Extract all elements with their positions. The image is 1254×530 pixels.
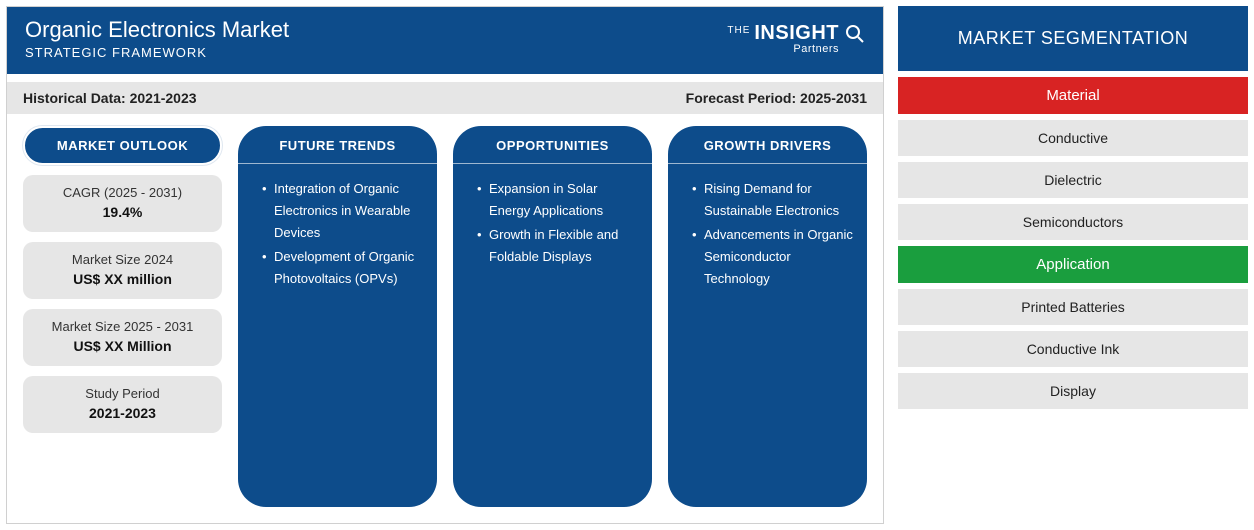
growth-drivers-column: GROWTH DRIVERS Rising Demand for Sustain… <box>668 126 867 507</box>
metric-value: US$ XX Million <box>31 338 214 354</box>
logo-sub-text: Partners <box>793 43 839 55</box>
logo-main-text: INSIGHT <box>754 22 839 45</box>
segmentation-item: Semiconductors <box>898 204 1248 240</box>
future-trends-column: FUTURE TRENDS Integration of Organic Ele… <box>238 126 437 507</box>
insight-partners-logo: THE INSIGHT Partners <box>727 22 865 55</box>
page-subtitle: STRATEGIC FRAMEWORK <box>25 45 289 60</box>
opportunities-card: OPPORTUNITIES Expansion in Solar Energy … <box>453 126 652 507</box>
columns-area: MARKET OUTLOOK CAGR (2025 - 2031) 19.4% … <box>7 122 883 523</box>
list-item: Expansion in Solar Energy Applications <box>477 178 638 222</box>
list-item: Advancements in Organic Semiconductor Te… <box>692 224 853 290</box>
market-outlook-title: MARKET OUTLOOK <box>23 126 222 165</box>
card-title: GROWTH DRIVERS <box>668 126 867 164</box>
card-title: FUTURE TRENDS <box>238 126 437 164</box>
segmentation-panel: MARKET SEGMENTATION Material Conductive … <box>898 6 1248 524</box>
segmentation-item: Display <box>898 373 1248 409</box>
segmentation-item: Printed Batteries <box>898 289 1248 325</box>
segmentation-item: Conductive <box>898 120 1248 156</box>
segmentation-item: Conductive Ink <box>898 331 1248 367</box>
metric-label: Market Size 2025 - 2031 <box>31 319 214 334</box>
growth-drivers-card: GROWTH DRIVERS Rising Demand for Sustain… <box>668 126 867 507</box>
list-item: Rising Demand for Sustainable Electronic… <box>692 178 853 222</box>
magnifier-icon <box>845 24 865 49</box>
metric-size-2025-2031: Market Size 2025 - 2031 US$ XX Million <box>23 309 222 366</box>
strategic-framework-panel: Organic Electronics Market STRATEGIC FRA… <box>6 6 884 524</box>
future-trends-card: FUTURE TRENDS Integration of Organic Ele… <box>238 126 437 507</box>
metric-value: 2021-2023 <box>31 405 214 421</box>
segmentation-title: MARKET SEGMENTATION <box>898 6 1248 71</box>
metric-value: US$ XX million <box>31 271 214 287</box>
page-title: Organic Electronics Market <box>25 17 289 43</box>
metric-cagr: CAGR (2025 - 2031) 19.4% <box>23 175 222 232</box>
metric-label: Study Period <box>31 386 214 401</box>
segmentation-category-application: Application <box>898 246 1248 283</box>
metric-label: Market Size 2024 <box>31 252 214 267</box>
logo-the-text: THE <box>727 25 750 36</box>
list-item: Integration of Organic Electronics in We… <box>262 178 423 244</box>
market-outlook-column: MARKET OUTLOOK CAGR (2025 - 2031) 19.4% … <box>23 126 222 507</box>
segmentation-category-material: Material <box>898 77 1248 114</box>
metric-study-period: Study Period 2021-2023 <box>23 376 222 433</box>
card-title: OPPORTUNITIES <box>453 126 652 164</box>
list-item: Development of Organic Photovoltaics (OP… <box>262 246 423 290</box>
historical-data-label: Historical Data: 2021-2023 <box>23 90 197 106</box>
segmentation-item: Dielectric <box>898 162 1248 198</box>
header-bar: Organic Electronics Market STRATEGIC FRA… <box>7 7 883 74</box>
period-bar: Historical Data: 2021-2023 Forecast Peri… <box>7 82 883 114</box>
forecast-period-label: Forecast Period: 2025-2031 <box>686 90 867 106</box>
list-item: Growth in Flexible and Foldable Displays <box>477 224 638 268</box>
metric-size-2024: Market Size 2024 US$ XX million <box>23 242 222 299</box>
metric-value: 19.4% <box>31 204 214 220</box>
metric-label: CAGR (2025 - 2031) <box>31 185 214 200</box>
opportunities-column: OPPORTUNITIES Expansion in Solar Energy … <box>453 126 652 507</box>
